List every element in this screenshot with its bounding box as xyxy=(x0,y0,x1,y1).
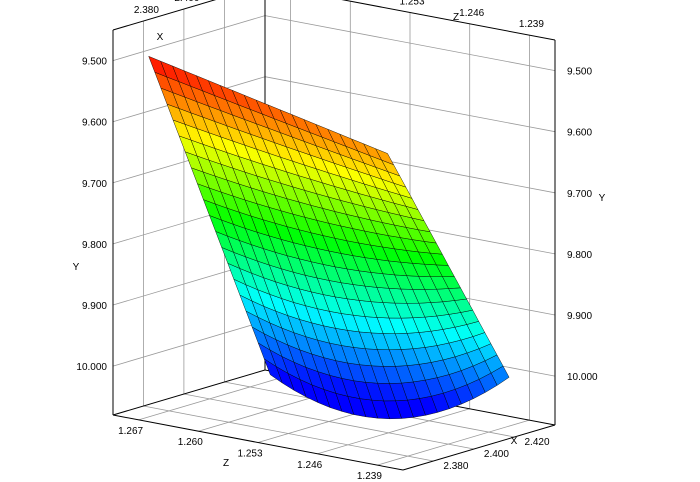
floor-z-gridline xyxy=(138,374,291,421)
y-tick-label-left: 9.600 xyxy=(82,118,107,129)
z-tick-label-top: 1.239 xyxy=(519,19,544,30)
surface-cell xyxy=(375,148,395,166)
x-tick-label-bottom: 2.420 xyxy=(525,437,550,448)
box-edge xyxy=(112,369,266,416)
floor-z-gridline xyxy=(377,419,530,466)
z-axis-title-top: Z xyxy=(453,12,459,23)
x-tick-label-bottom: 2.400 xyxy=(484,449,509,460)
z-tick-label-bottom: 1.267 xyxy=(118,426,143,437)
z-tick-label-top: 1.253 xyxy=(399,0,424,8)
y-tick-label-left: 9.900 xyxy=(82,301,107,312)
y-tick-label-right: 9.900 xyxy=(567,311,592,322)
y-tick-label-right: 9.600 xyxy=(567,128,592,139)
floor-z-gridline xyxy=(317,408,470,455)
y-axis-title-right: Y xyxy=(599,193,606,204)
axis-titles: X Z Y Y Z X xyxy=(73,12,606,469)
z-tick-label-bottom: 1.246 xyxy=(297,460,322,471)
y-tick-label-left: 10.000 xyxy=(76,362,107,373)
z-tick-label-bottom: 1.239 xyxy=(357,471,382,482)
box-edge xyxy=(402,424,556,471)
y-tick-label-right: 10.000 xyxy=(567,372,598,383)
y-tick-label-left: 9.700 xyxy=(82,179,107,190)
tick-labels: 9.500 9.500 9.600 9.600 9.700 9.700 9.800 9.800… xyxy=(76,0,598,482)
y-tick-label-left: 9.500 xyxy=(82,57,107,68)
z-tick-label-top: 1.246 xyxy=(459,8,484,19)
x-tick-label-top: 2.380 xyxy=(134,5,159,16)
back-wall-y-gridline xyxy=(112,15,266,61)
box-edge xyxy=(341,0,556,41)
x-tick-label-top: 2.400 xyxy=(174,0,199,4)
back-wall-y-gridline xyxy=(112,320,266,367)
y-tick-label-left: 9.800 xyxy=(82,240,107,251)
x-tick-label-bottom: 2.380 xyxy=(443,461,468,472)
y-tick-label-right: 9.500 xyxy=(567,67,592,78)
surface-mesh xyxy=(148,55,510,420)
box-edge xyxy=(112,0,217,31)
y-tick-label-right: 9.700 xyxy=(567,189,592,200)
z-axis-title-bottom: Z xyxy=(223,458,229,469)
x-axis-title-bottom: X xyxy=(511,436,518,447)
z-tick-label-bottom: 1.260 xyxy=(178,437,203,448)
z-tick-label-bottom: 1.253 xyxy=(237,449,262,460)
x-axis-title-top: X xyxy=(157,32,164,43)
y-axis-title-left: Y xyxy=(73,262,80,273)
box-edge xyxy=(112,414,404,471)
y-tick-label-right: 9.800 xyxy=(567,250,592,261)
